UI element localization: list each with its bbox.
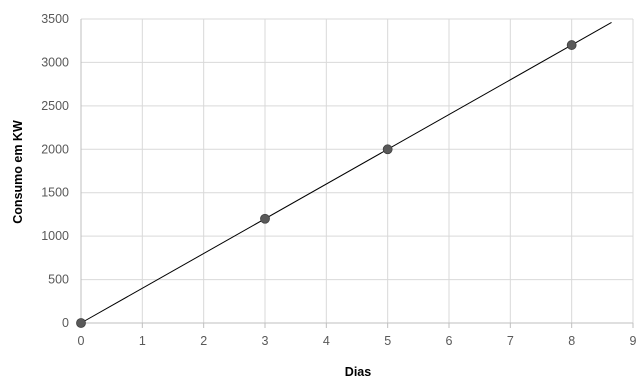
data-point [260, 213, 270, 224]
x-tick-label: 5 [384, 334, 391, 348]
y-tick-label: 3500 [41, 12, 69, 26]
y-tick-label: 1500 [41, 186, 69, 200]
tick-labels: 0 500 1000 1500 2000 2500 3000 3500 0 1 2 3 4 5 6 7 8 9 [41, 12, 636, 348]
data-point [382, 144, 393, 155]
x-tick-label: 9 [630, 334, 637, 348]
x-tick-label: 1 [139, 334, 146, 348]
x-axis-title: Dias [345, 365, 371, 379]
gridlines [81, 18, 634, 323]
x-tick-label: 4 [323, 334, 330, 348]
axes [80, 19, 634, 328]
y-tick-label: 2500 [41, 99, 69, 113]
data-point [76, 318, 86, 328]
x-tick-label: 8 [568, 334, 575, 348]
y-tick-label: 3000 [41, 55, 69, 69]
x-tick-label: 2 [200, 334, 207, 348]
x-tick-label: 7 [507, 334, 514, 348]
x-tick-label: 6 [446, 334, 453, 348]
trendline [80, 22, 612, 324]
x-tick-label: 3 [262, 334, 269, 348]
y-tick-label: 1000 [41, 229, 69, 243]
data-points [76, 40, 577, 328]
trendline-group [80, 22, 612, 324]
x-tick-label: 0 [78, 334, 85, 348]
y-tick-label: 2000 [41, 142, 69, 156]
y-tick-label: 0 [62, 316, 69, 330]
y-tick-label: 500 [48, 273, 69, 287]
y-axis-title: Consumo em KW [11, 120, 25, 224]
data-point [566, 40, 577, 50]
